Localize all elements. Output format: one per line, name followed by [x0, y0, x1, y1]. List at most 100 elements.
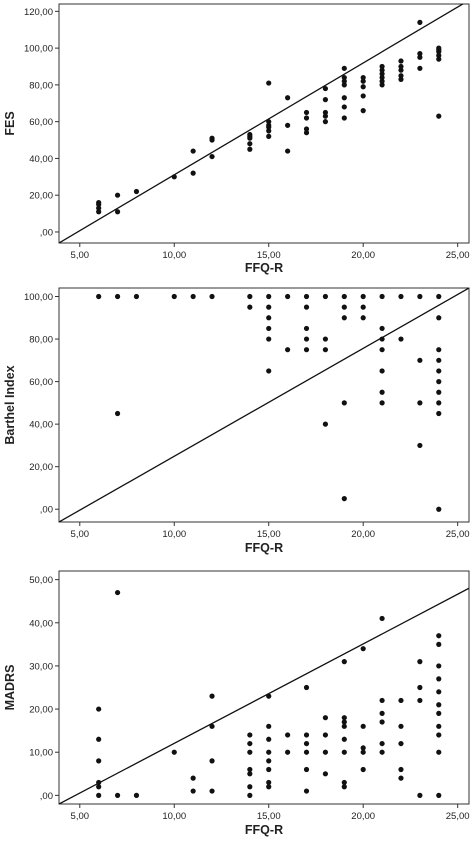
- data-point: [96, 736, 102, 742]
- data-point: [190, 788, 196, 794]
- y-tick-label: 20,00: [29, 191, 53, 202]
- data-point: [360, 108, 366, 114]
- data-point: [171, 749, 177, 755]
- x-tick-label: 25,00: [446, 529, 470, 540]
- data-point: [247, 146, 253, 152]
- data-point: [417, 293, 423, 300]
- reference-line: [59, 288, 469, 522]
- data-point: [398, 293, 404, 300]
- data-point: [266, 122, 272, 128]
- data-point: [417, 442, 423, 449]
- data-point: [114, 792, 121, 798]
- data-point: [398, 73, 404, 79]
- data-point: [436, 663, 442, 669]
- data-point: [266, 293, 272, 300]
- y-tick-label: 10,00: [29, 748, 53, 759]
- data-point: [266, 784, 272, 790]
- data-point: [247, 792, 253, 798]
- data-point: [322, 421, 329, 427]
- data-point: [436, 723, 442, 729]
- data-point: [322, 85, 329, 92]
- data-point: [341, 400, 347, 406]
- data-point: [171, 293, 177, 300]
- data-point: [303, 325, 310, 332]
- data-point: [341, 82, 347, 88]
- data-point: [436, 45, 442, 51]
- data-point: [322, 732, 329, 738]
- data-point: [436, 710, 442, 716]
- data-point: [417, 54, 423, 60]
- data-point: [398, 336, 404, 342]
- y-tick-label: 20,00: [29, 462, 53, 473]
- data-point: [379, 719, 385, 725]
- data-point: [285, 148, 291, 154]
- data-point: [398, 766, 404, 773]
- data-point: [114, 209, 121, 215]
- data-point: [303, 336, 310, 342]
- data-point: [247, 749, 253, 755]
- data-point: [398, 67, 404, 73]
- x-tick-label: 15,00: [257, 529, 281, 540]
- data-point: [209, 693, 215, 699]
- data-point: [303, 304, 310, 310]
- data-point: [303, 293, 310, 300]
- data-point: [417, 697, 423, 704]
- data-point: [190, 775, 196, 781]
- fes-scatter-plot: 5,00 10,00 15,00 20,00 25,00 ,00 20,00 40,00 60,…: [3, 3, 470, 275]
- data-point: [436, 410, 442, 417]
- data-point: [436, 357, 442, 363]
- x-tick-label: 10,00: [162, 529, 186, 540]
- data-point: [266, 736, 272, 742]
- data-point: [133, 792, 140, 798]
- data-point: [360, 315, 366, 321]
- x-axis-title: FFQ-R: [245, 823, 283, 837]
- barthel-scatter-panel: 5,00 10,00 15,00 20,00 25,00 ,00 20,00 40,00 60,…: [0, 282, 474, 568]
- x-tick-label: 25,00: [446, 250, 470, 261]
- data-point: [341, 719, 347, 725]
- data-point: [285, 347, 291, 353]
- data-point: [303, 126, 310, 132]
- data-point: [341, 104, 347, 110]
- data-point: [417, 357, 423, 363]
- x-tick-label: 15,00: [257, 811, 281, 822]
- data-point: [247, 293, 253, 300]
- y-tick-label: 60,00: [29, 377, 53, 388]
- data-area: [59, 587, 469, 804]
- data-point: [341, 74, 347, 81]
- y-axis-title: MADRS: [3, 665, 17, 711]
- data-point: [379, 325, 385, 332]
- data-area: [59, 288, 469, 522]
- data-point: [360, 723, 366, 729]
- data-point: [247, 740, 253, 747]
- data-point: [360, 745, 366, 751]
- data-point: [322, 347, 329, 353]
- data-point: [96, 293, 102, 300]
- data-point: [209, 723, 215, 729]
- data-point: [360, 766, 366, 773]
- reference-line: [59, 587, 469, 804]
- y-axis-title: FES: [3, 111, 17, 135]
- data-point: [341, 736, 347, 742]
- data-point: [96, 706, 102, 712]
- data-point: [322, 97, 329, 103]
- data-point: [322, 771, 329, 777]
- data-point: [322, 293, 329, 300]
- y-tick-label: 30,00: [29, 661, 53, 672]
- data-point: [266, 304, 272, 310]
- plot-area-frame: [58, 287, 470, 523]
- data-point: [303, 766, 310, 773]
- data-point: [303, 740, 310, 747]
- y-tick-label: 60,00: [29, 117, 53, 128]
- data-point: [96, 209, 102, 215]
- data-point: [209, 293, 215, 300]
- data-point: [266, 693, 272, 699]
- x-tick-label: 10,00: [162, 811, 186, 822]
- data-point: [379, 78, 385, 84]
- x-tick-label: 25,00: [446, 811, 470, 822]
- data-point: [266, 779, 272, 786]
- data-point: [360, 646, 366, 652]
- y-tick-label: 80,00: [29, 335, 53, 346]
- data-point: [96, 205, 102, 211]
- fes-scatter-panel: 5,00 10,00 15,00 20,00 25,00 ,00 20,00 40,00 60,…: [0, 0, 474, 282]
- x-tick-label: 15,00: [257, 250, 281, 261]
